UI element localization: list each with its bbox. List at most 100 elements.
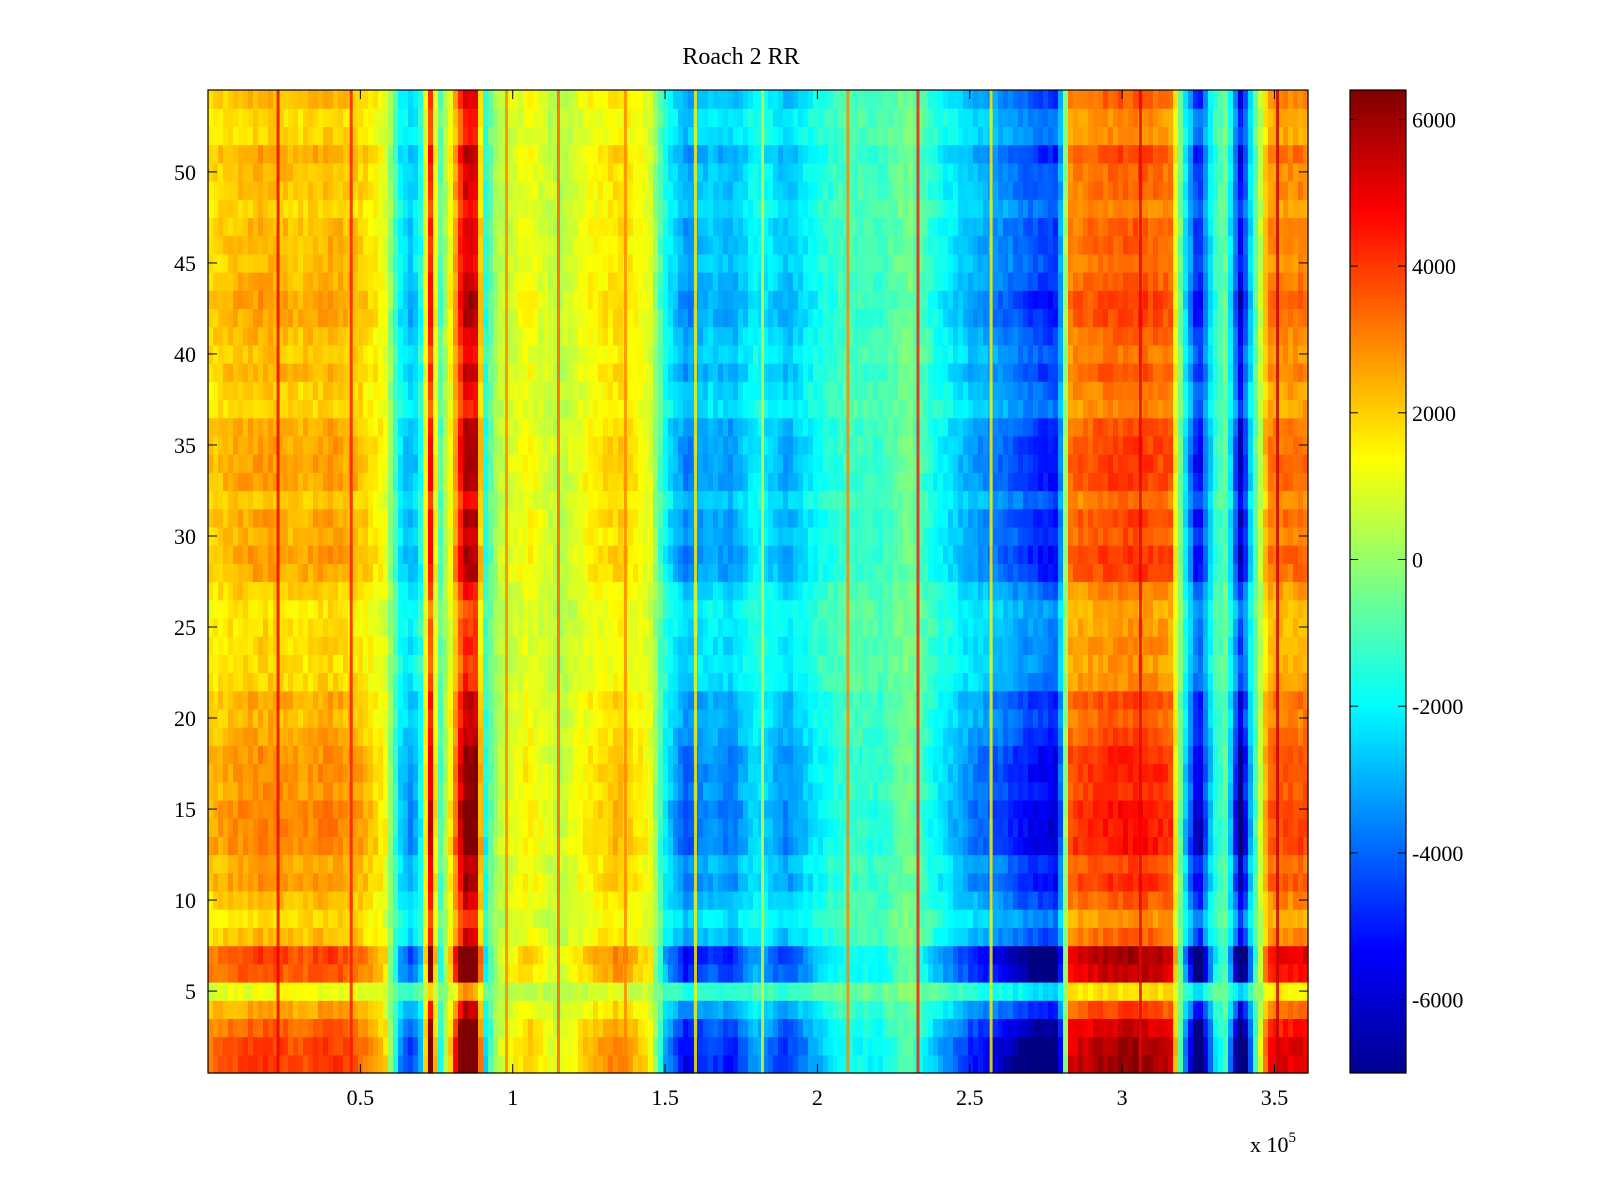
heatmap-cell: [1103, 927, 1109, 947]
heatmap-cell: [673, 672, 679, 692]
heatmap-cell: [1123, 945, 1129, 965]
heatmap-cell: [703, 909, 709, 928]
heatmap-cell: [563, 690, 569, 710]
heatmap-cell: [1018, 836, 1024, 856]
heatmap-cell: [438, 909, 444, 928]
heatmap-cell: [1213, 708, 1219, 728]
heatmap-cell: [1173, 1000, 1179, 1019]
heatmap-cell: [333, 690, 339, 710]
heatmap-cell: [653, 836, 659, 856]
heatmap-cell: [773, 672, 779, 692]
heatmap-cell: [863, 1018, 869, 1038]
heatmap-cell: [683, 836, 689, 856]
heatmap-cell: [533, 945, 539, 965]
heatmap-cell: [998, 781, 1004, 801]
heatmap-cell: [1108, 927, 1114, 947]
heatmap-cell: [303, 781, 309, 801]
heatmap-cell: [483, 672, 489, 692]
heatmap-cell: [473, 963, 479, 983]
heatmap-cell: [748, 854, 754, 874]
heatmap-cell: [1043, 1018, 1049, 1038]
heatmap-cell: [1218, 963, 1224, 983]
heatmap-cell: [873, 854, 879, 874]
heatmap-cell: [893, 1054, 899, 1074]
heatmap-cell: [1258, 763, 1264, 783]
heatmap-cell: [578, 1036, 584, 1056]
heatmap-cell: [833, 781, 839, 801]
heatmap-cell: [848, 854, 854, 874]
heatmap-cell: [233, 690, 239, 710]
heatmap-cell: [1023, 963, 1029, 983]
heatmap-cell: [953, 963, 959, 983]
heatmap-cell: [313, 654, 319, 674]
heatmap-cell: [433, 818, 439, 837]
heatmap-cell: [658, 1054, 664, 1074]
heatmap-cell: [1283, 836, 1289, 856]
heatmap-cell: [1193, 963, 1199, 983]
heatmap-cell: [1083, 836, 1089, 856]
heatmap-cell: [208, 763, 214, 783]
heatmap-cell: [1048, 690, 1054, 710]
heatmap-cell: [208, 654, 214, 674]
heatmap-cell: [488, 872, 494, 892]
heatmap-cell: [593, 890, 599, 910]
heatmap-cell: [1208, 1018, 1214, 1038]
heatmap-cell: [1053, 799, 1059, 819]
heatmap-cell: [1038, 781, 1044, 801]
heatmap-cell: [333, 963, 339, 983]
heatmap-cell: [1048, 1018, 1054, 1038]
heatmap-cell: [823, 1018, 829, 1038]
heatmap-cell: [668, 818, 674, 837]
heatmap-cell: [218, 890, 224, 910]
heatmap-cell: [843, 836, 849, 856]
heatmap-cell: [943, 799, 949, 819]
heatmap-cell: [993, 672, 999, 692]
heatmap-cell: [418, 890, 424, 910]
heatmap-cell: [1003, 945, 1009, 965]
heatmap-cell: [353, 854, 359, 874]
heatmap-cell: [868, 818, 874, 837]
heatmap-cell: [1133, 727, 1139, 746]
heatmap-cell: [1213, 945, 1219, 965]
heatmap-cell: [1098, 1054, 1104, 1074]
heatmap-cell: [798, 927, 804, 947]
heatmap-cell: [883, 1054, 889, 1074]
heatmap-cell: [938, 763, 944, 783]
heatmap-cell: [1068, 763, 1074, 783]
heatmap-cell: [863, 708, 869, 728]
heatmap-cell: [768, 854, 774, 874]
heatmap-cell: [973, 763, 979, 783]
heatmap-cell: [1118, 1018, 1124, 1038]
heatmap-cell: [253, 708, 259, 728]
heatmap-cell: [668, 763, 674, 783]
heatmap-cell: [928, 872, 934, 892]
heatmap-cell: [953, 745, 959, 765]
heatmap-cell: [813, 1000, 819, 1019]
heatmap-cell: [458, 909, 464, 928]
heatmap-cell: [1258, 1054, 1264, 1074]
heatmap-cell: [433, 1054, 439, 1074]
heatmap-cell: [788, 872, 794, 892]
heatmap-cell: [258, 927, 264, 947]
heatmap-cell: [528, 745, 534, 765]
heatmap-cell: [718, 818, 724, 837]
heatmap-cell: [1013, 945, 1019, 965]
heatmap-cell: [558, 654, 564, 674]
heatmap-cell: [683, 799, 689, 819]
heatmap-cell: [528, 872, 534, 892]
heatmap-cell: [408, 1036, 414, 1056]
heatmap-cell: [243, 963, 249, 983]
heatmap-cell: [663, 745, 669, 765]
heatmap-cell: [208, 781, 214, 801]
heatmap-cell: [1258, 1036, 1264, 1056]
heatmap-cell: [1173, 909, 1179, 928]
heatmap-cell: [763, 799, 769, 819]
heatmap-cell: [458, 818, 464, 837]
heatmap-cell: [313, 909, 319, 928]
heatmap-cell: [413, 945, 419, 965]
heatmap-cell: [363, 854, 369, 874]
heatmap-cell: [1018, 781, 1024, 801]
heatmap-cell: [1173, 818, 1179, 837]
heatmap-cell: [323, 927, 329, 947]
heatmap-cell: [878, 745, 884, 765]
